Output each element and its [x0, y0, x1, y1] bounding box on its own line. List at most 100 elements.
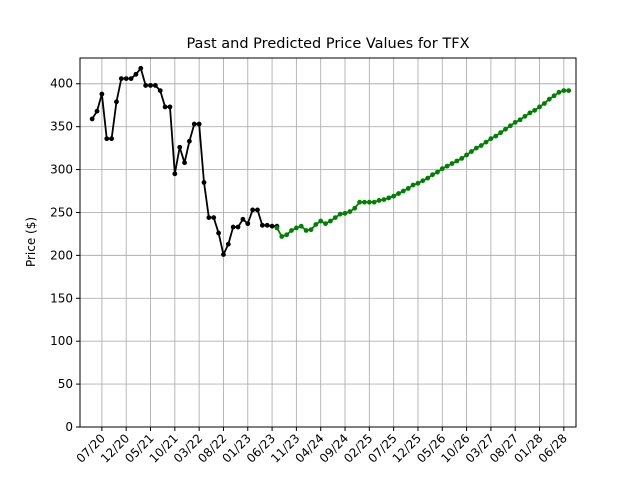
y-tick-label: 300 [50, 163, 73, 177]
predicted-data-point [323, 221, 328, 227]
past-data-point [201, 180, 207, 185]
past-data-point [264, 222, 270, 228]
chart-title: Past and Predicted Price Values for TFX [186, 36, 469, 52]
past-data-point [230, 224, 236, 230]
past-data-point [114, 99, 119, 105]
past-data-point [216, 230, 221, 236]
predicted-data-point [512, 119, 518, 125]
y-axis-ticks: 0 50 100 150 200 250 300 350 400 [50, 77, 80, 434]
predicted-data-point [342, 210, 348, 216]
past-data-point [148, 83, 153, 88]
predicted-data-point [347, 209, 353, 215]
predicted-data-point [488, 136, 494, 142]
past-data-point [177, 144, 183, 150]
predicted-data-point [352, 205, 358, 211]
x-axis-ticks: 07/2012/2005/2110/2103/2208/2201/2306/23… [74, 427, 570, 466]
past-data-point [109, 136, 115, 142]
past-data-point [196, 121, 202, 127]
grid [80, 58, 576, 428]
past-data-point [211, 215, 217, 221]
predicted-data-point [483, 139, 489, 145]
past-data-point [104, 136, 110, 142]
predicted-data-point [522, 113, 528, 119]
predicted-data-point [366, 199, 372, 205]
predicted-data-point [425, 175, 431, 181]
predicted-data-point [464, 152, 469, 158]
predicted-data-point [303, 228, 309, 233]
predicted-data-point [503, 126, 508, 132]
predicted-data-point [454, 158, 460, 164]
predicted-data-point [527, 110, 533, 116]
y-tick-label: 350 [50, 120, 73, 134]
predicted-data-point [308, 227, 314, 233]
predicted-data-point [556, 89, 562, 95]
predicted-data-point [328, 218, 333, 224]
past-data-point [143, 83, 149, 88]
predicted-data-point [337, 211, 343, 217]
past-data-point [255, 207, 260, 213]
past-data-point [245, 221, 251, 227]
predicted-data-point [546, 96, 552, 102]
past-data-point [235, 224, 241, 230]
past-data-point [191, 121, 197, 127]
predicted-data-point [293, 225, 299, 231]
predicted-data-point [473, 145, 479, 151]
y-tick-label: 150 [50, 291, 73, 305]
predicted-data-point [415, 180, 421, 186]
past-data-point [118, 76, 124, 81]
predicted-data-point [279, 234, 285, 239]
predicted-data-point [410, 182, 416, 188]
series-layer [89, 65, 572, 257]
predicted-data-point [289, 228, 294, 233]
predicted-data-point [566, 88, 572, 94]
past-data-point [187, 138, 192, 144]
predicted-data-point [391, 193, 397, 199]
predicted-data-point [400, 188, 406, 194]
predicted-data-point [449, 161, 455, 166]
predicted-data-point [469, 149, 474, 154]
predicted-data-point [444, 163, 450, 169]
predicted-data-point [386, 195, 392, 201]
predicted-data-point [318, 218, 324, 224]
predicted-data-point [274, 225, 280, 231]
predicted-data-point [371, 199, 377, 205]
past-data-point [157, 88, 163, 94]
predicted-data-point [537, 104, 542, 110]
past-data-point [225, 241, 231, 247]
predicted-data-point [561, 88, 567, 94]
predicted-data-point [376, 198, 382, 203]
past-data-point [162, 104, 168, 110]
predicted-data-point [396, 191, 401, 196]
predicted-data-point [357, 199, 363, 205]
past-data-point [99, 91, 105, 97]
predicted-data-point [439, 166, 445, 172]
predicted-data-point [298, 223, 304, 229]
past-data-point [167, 104, 173, 110]
predicted-data-point [541, 101, 547, 106]
past-data-point [182, 160, 187, 166]
y-tick-label: 400 [50, 77, 73, 91]
past-data-point [138, 65, 144, 71]
past-data-point [128, 76, 134, 81]
past-data-point [172, 171, 178, 177]
past-data-point [250, 207, 256, 213]
past-data-point [152, 83, 158, 88]
predicted-data-point [405, 186, 411, 191]
predicted-data-point [381, 197, 387, 202]
predicted-data-point [493, 133, 499, 139]
y-tick-label: 0 [65, 420, 73, 434]
predicted-data-point [313, 222, 319, 227]
predicted-data-point [362, 199, 367, 205]
predicted-data-point [430, 172, 435, 178]
y-axis-label: Price ($) [24, 217, 38, 267]
past-data-point [206, 215, 212, 221]
y-tick-label: 50 [58, 377, 73, 391]
predicted-data-point [332, 215, 338, 221]
past-data-point [123, 76, 129, 81]
plot-frame [79, 57, 577, 428]
y-tick-label: 200 [50, 248, 73, 262]
past-data-point [240, 216, 246, 222]
past-data-point [259, 222, 265, 228]
predicted-data-point [551, 93, 557, 99]
